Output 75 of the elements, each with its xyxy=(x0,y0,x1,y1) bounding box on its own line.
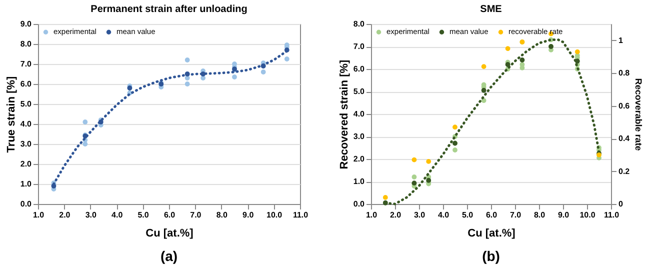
y2-tick-label: 0 xyxy=(618,200,624,208)
y2-tick-label: 1 xyxy=(618,36,624,45)
x-tick-label: 9.0 xyxy=(242,210,254,220)
y-tick-label: 5.0 xyxy=(353,87,366,96)
point xyxy=(574,49,580,54)
y-tick-label: 6.0 xyxy=(353,64,366,74)
point xyxy=(505,46,510,51)
x-tick-label: 5.0 xyxy=(462,210,474,220)
y2-tick-label: 0.2 xyxy=(618,166,630,176)
point xyxy=(481,98,486,103)
x-tick-label: 6.0 xyxy=(486,210,498,220)
y-tick-label: 8.0 xyxy=(20,40,32,48)
point xyxy=(426,159,432,164)
y-tick-label: 4.0 xyxy=(20,120,32,128)
y-tick-label: 1.0 xyxy=(353,177,366,186)
x-tick-label: 9.0 xyxy=(558,210,570,220)
chart-title: Permanent strain after unloading xyxy=(90,4,248,15)
y2-tick-label: 0.4 xyxy=(618,134,630,144)
point xyxy=(412,174,417,180)
point xyxy=(481,64,486,69)
x-tick-label: 5.0 xyxy=(138,210,150,220)
x-tick-label: 2.0 xyxy=(390,210,402,220)
point xyxy=(412,157,417,162)
y-tick-label: 0.0 xyxy=(353,200,366,208)
y2-axis-title: Recoverable rate xyxy=(634,78,644,151)
point xyxy=(520,58,525,62)
point xyxy=(452,148,458,152)
y-tick-label: 6.0 xyxy=(20,80,32,88)
x-tick-label: 6.0 xyxy=(164,210,176,220)
y-tick-label: 4.0 xyxy=(353,110,366,118)
point xyxy=(481,88,486,93)
point xyxy=(184,58,190,62)
y-tick-label: 1.0 xyxy=(20,180,32,188)
x-tick-label: 3.0 xyxy=(85,210,98,220)
x-tick-label: 4.0 xyxy=(112,210,124,220)
x-tick-label: 1.0 xyxy=(366,210,378,220)
x-axis-title: Cu [at.%] xyxy=(146,228,194,240)
chart-title: SME xyxy=(480,4,502,15)
x-tick-label: 8.0 xyxy=(534,210,546,220)
x-tick-label: 7.0 xyxy=(510,210,522,220)
x-tick-label: 1.0 xyxy=(32,210,45,220)
x-tick-label: 11.0 xyxy=(292,210,309,220)
x-tick-label: 2.0 xyxy=(59,210,71,220)
text: (b) xyxy=(482,248,500,264)
point xyxy=(452,124,458,130)
point xyxy=(184,82,190,86)
point xyxy=(232,74,237,80)
x-tick-label: 11.0 xyxy=(604,210,620,220)
y-tick-label: 7.0 xyxy=(353,42,366,51)
x-tick-label: 7.0 xyxy=(190,210,202,220)
y2-tick-label: 0.6 xyxy=(618,101,630,110)
y-tick-label: 5.0 xyxy=(20,100,32,108)
point xyxy=(260,70,266,74)
point xyxy=(82,142,88,146)
y-axis-title: Recovered strain [%] xyxy=(338,59,350,170)
x-tick-label: 10.0 xyxy=(580,210,596,220)
y-tick-label: 9.0 xyxy=(20,20,32,28)
y-tick-label: 3.0 xyxy=(20,140,32,148)
x-axis-title: Cu [at.%] xyxy=(468,228,516,240)
y2-tick-label: 0.8 xyxy=(618,68,630,78)
text: (a) xyxy=(160,248,178,264)
y-axis-title: True strain [%] xyxy=(5,76,18,153)
point xyxy=(82,120,88,124)
point xyxy=(382,195,388,200)
x-tick-label: 4.0 xyxy=(438,210,450,220)
y-tick-label: 2.0 xyxy=(20,160,32,168)
x-tick-label: 3.0 xyxy=(414,210,426,220)
y-tick-label: 7.0 xyxy=(20,60,32,68)
y-tick-label: 2.0 xyxy=(353,154,366,164)
y-tick-label: 8.0 xyxy=(353,20,366,28)
x-tick-label: 10.0 xyxy=(266,210,283,220)
x-tick-label: 8.0 xyxy=(216,210,228,220)
y-tick-label: 3.0 xyxy=(353,132,366,141)
point xyxy=(284,56,290,62)
y-tick-label: 0.0 xyxy=(20,200,32,208)
